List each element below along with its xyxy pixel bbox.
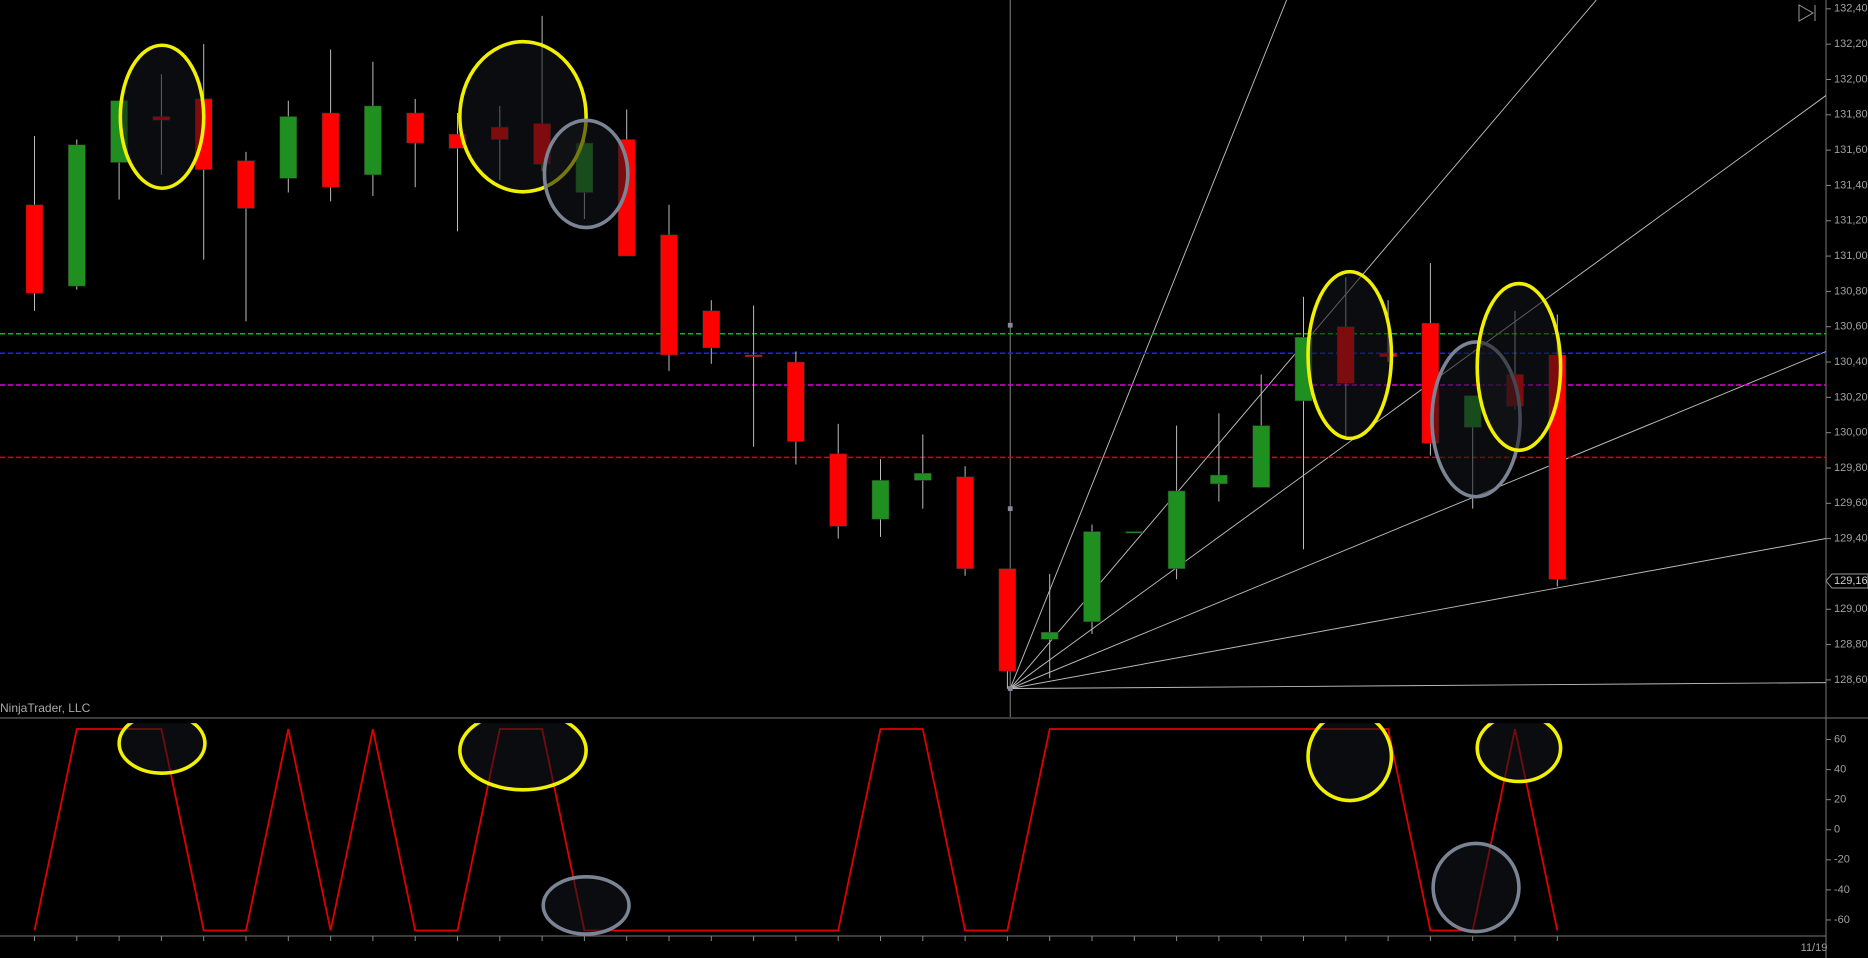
price-marker	[1825, 573, 1868, 589]
candle-body	[321, 112, 340, 188]
candle-body	[871, 480, 890, 520]
y-tick-label: 130,00	[1834, 427, 1868, 439]
y-tick-label: 0	[1834, 824, 1840, 836]
candle-body	[1040, 631, 1059, 640]
date-label: 11/19	[1801, 942, 1828, 954]
y-tick-label: 132,00	[1834, 73, 1868, 85]
y-tick-label: 131,40	[1834, 179, 1868, 191]
y-tick-label: 129,00	[1834, 603, 1868, 615]
y-tick-label: 132,20	[1834, 38, 1868, 50]
candle-body	[914, 473, 932, 481]
candle-body	[406, 112, 424, 144]
annotations	[117, 39, 1563, 936]
y-tick-label: 131,60	[1834, 144, 1868, 156]
candle-body	[744, 354, 763, 357]
y-tick-label: -20	[1834, 854, 1850, 866]
y-tick-label: 129,40	[1834, 533, 1868, 545]
candle-body	[787, 361, 805, 442]
candle-body	[660, 234, 678, 356]
candle-body	[1083, 531, 1101, 622]
y-tick-label: 131,80	[1834, 109, 1868, 121]
y-tick-label: 129,60	[1834, 497, 1868, 509]
price-marker-label: 129,16	[1834, 575, 1868, 587]
y-tick-label: 60	[1834, 733, 1846, 745]
y-tick-label: 132,40	[1834, 3, 1868, 15]
candle-body	[1167, 490, 1186, 569]
y-tick-label: -40	[1834, 884, 1850, 896]
y-tick-label: 130,40	[1834, 356, 1868, 368]
y-tick-label: 128,80	[1834, 638, 1868, 650]
oscillator-line	[33, 728, 1559, 932]
y-tick-label: 128,60	[1834, 674, 1868, 686]
y-tick-label: 20	[1834, 794, 1846, 806]
candle-body	[998, 568, 1017, 672]
oscillator-panel	[33, 728, 1559, 932]
candle-body	[702, 310, 721, 349]
candle-body	[1125, 531, 1144, 534]
y-tick-label: 129,80	[1834, 462, 1868, 474]
candle-body	[1252, 425, 1270, 488]
candle-body	[68, 144, 86, 287]
candle-body	[956, 476, 974, 569]
y-tick-label: 131,00	[1834, 250, 1868, 262]
y-tick-label: -60	[1834, 914, 1850, 926]
scroll-end-button[interactable]	[1798, 4, 1816, 22]
candle-body	[1210, 474, 1228, 485]
candle-body	[364, 105, 382, 176]
candle-body	[25, 204, 44, 294]
candle-body	[237, 160, 255, 209]
candle-body	[829, 453, 847, 527]
y-tick-label: 130,80	[1834, 285, 1868, 297]
watermark: NinjaTrader, LLC	[0, 701, 91, 715]
y-tick-label: 40	[1834, 764, 1846, 776]
candle-body	[279, 116, 298, 179]
y-tick-label: 130,20	[1834, 391, 1868, 403]
y-tick-label: 131,20	[1834, 215, 1868, 227]
y-tick-label: 130,60	[1834, 321, 1868, 333]
